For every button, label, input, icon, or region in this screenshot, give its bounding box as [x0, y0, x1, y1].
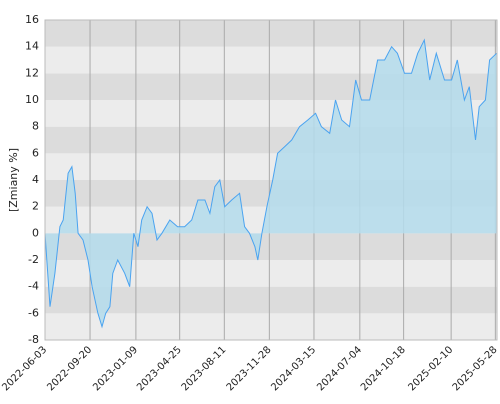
x-tick-label: 2024-07-04 — [315, 344, 364, 393]
y-tick-label: -8 — [28, 333, 39, 346]
grid-band — [45, 313, 497, 340]
y-tick-label: 12 — [25, 66, 39, 79]
line — [44, 38, 497, 329]
y-tick-label: 14 — [25, 40, 39, 53]
y-tick-label: 4 — [32, 173, 39, 186]
y-tick-label: 16 — [25, 13, 39, 26]
grid-band — [45, 46, 497, 74]
y-tick-label: -2 — [28, 253, 39, 266]
x-tick-label: 2024-03-15 — [269, 344, 318, 393]
x-tick-label: 2025-05-28 — [451, 344, 500, 393]
y-tick-label: -4 — [28, 280, 39, 293]
y-tick-label: 8 — [32, 120, 39, 133]
area — [45, 40, 497, 327]
x-tick-label: 2023-01-09 — [91, 344, 140, 393]
plot-border — [44, 19, 498, 341]
grid-band — [45, 286, 497, 314]
y-axis-label: [Zmiany %] — [7, 148, 20, 212]
y-tick-label: 6 — [32, 146, 39, 159]
x-tick-label: 2023-04-25 — [135, 344, 184, 393]
x-tick-label: 2022-09-20 — [45, 344, 94, 393]
x-tick-label: 2022-06-03 — [0, 344, 49, 393]
x-tick-label: 2024-10-18 — [359, 344, 408, 393]
y-tick-label: 10 — [25, 93, 39, 106]
y-tick-label: 0 — [32, 226, 39, 239]
x-tick-label: 2025-02-10 — [407, 344, 456, 393]
y-tick-label: 2 — [32, 200, 39, 213]
x-tick-label: 2023-11-28 — [225, 344, 274, 393]
y-tick-label: -6 — [28, 306, 39, 319]
x-tick-label: 2023-08-11 — [180, 344, 229, 393]
grid-band — [45, 20, 497, 47]
